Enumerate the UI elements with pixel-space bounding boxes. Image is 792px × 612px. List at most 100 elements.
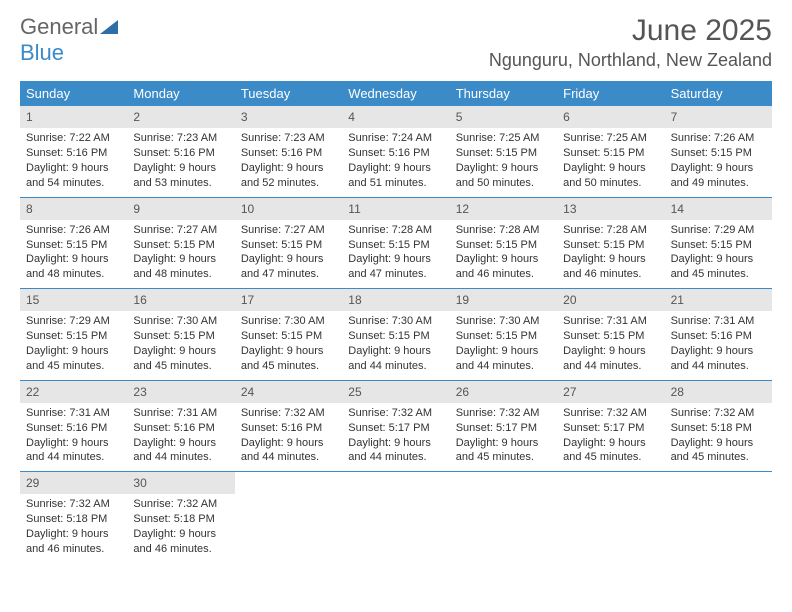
daylight-text: Daylight: 9 hours and 46 minutes. (563, 252, 658, 282)
day-number: 20 (557, 289, 664, 311)
week-row: 22Sunrise: 7:31 AMSunset: 5:16 PMDayligh… (20, 381, 772, 473)
day-cell: 7Sunrise: 7:26 AMSunset: 5:15 PMDaylight… (665, 106, 772, 197)
day-number (665, 472, 772, 478)
daylight-text: Daylight: 9 hours and 44 minutes. (348, 436, 443, 466)
sunrise-text: Sunrise: 7:31 AM (563, 314, 658, 329)
sunrise-text: Sunrise: 7:28 AM (456, 223, 551, 238)
day-number: 3 (235, 106, 342, 128)
sunset-text: Sunset: 5:17 PM (348, 421, 443, 436)
sunset-text: Sunset: 5:17 PM (456, 421, 551, 436)
day-data: Sunrise: 7:30 AMSunset: 5:15 PMDaylight:… (342, 314, 449, 373)
day-data: Sunrise: 7:25 AMSunset: 5:15 PMDaylight:… (557, 131, 664, 190)
sunrise-text: Sunrise: 7:31 AM (26, 406, 121, 421)
day-cell: 10Sunrise: 7:27 AMSunset: 5:15 PMDayligh… (235, 198, 342, 289)
sunset-text: Sunset: 5:15 PM (671, 238, 766, 253)
daylight-text: Daylight: 9 hours and 44 minutes. (563, 344, 658, 374)
day-cell: 11Sunrise: 7:28 AMSunset: 5:15 PMDayligh… (342, 198, 449, 289)
weeks-container: 1 Sunrise: 7:22 AMSunset: 5:16 PMDaylight… (20, 106, 772, 563)
daylight-text: Daylight: 9 hours and 53 minutes. (133, 161, 228, 191)
week-row: 15Sunrise: 7:29 AMSunset: 5:15 PMDayligh… (20, 289, 772, 381)
day-cell: 30Sunrise: 7:32 AMSunset: 5:18 PMDayligh… (127, 472, 234, 563)
day-cell: 15Sunrise: 7:29 AMSunset: 5:15 PMDayligh… (20, 289, 127, 380)
day-data: Sunrise: 7:23 AMSunset: 5:16 PMDaylight:… (235, 131, 342, 190)
day-data: Sunrise: 7:32 AMSunset: 5:17 PMDaylight:… (450, 406, 557, 465)
week-row: 29Sunrise: 7:32 AMSunset: 5:18 PMDayligh… (20, 472, 772, 563)
sunset-text: Sunset: 5:15 PM (456, 238, 551, 253)
weekday-col: Saturday (665, 81, 772, 106)
sunrise-text: Sunrise: 7:29 AM (26, 314, 121, 329)
day-data: Sunrise: 7:32 AMSunset: 5:18 PMDaylight:… (665, 406, 772, 465)
sunset-text: Sunset: 5:15 PM (456, 329, 551, 344)
day-data: Sunrise: 7:24 AMSunset: 5:16 PMDaylight:… (342, 131, 449, 190)
sunset-text: Sunset: 5:16 PM (26, 421, 121, 436)
sunrise-text: Sunrise: 7:27 AM (241, 223, 336, 238)
sunrise-text: Sunrise: 7:30 AM (133, 314, 228, 329)
day-cell: 21Sunrise: 7:31 AMSunset: 5:16 PMDayligh… (665, 289, 772, 380)
sunset-text: Sunset: 5:16 PM (26, 146, 121, 161)
day-cell: 18Sunrise: 7:30 AMSunset: 5:15 PMDayligh… (342, 289, 449, 380)
day-data: Sunrise: 7:22 AMSunset: 5:16 PMDaylight:… (20, 131, 127, 190)
daylight-text: Daylight: 9 hours and 44 minutes. (456, 344, 551, 374)
day-cell: 2Sunrise: 7:23 AMSunset: 5:16 PMDaylight… (127, 106, 234, 197)
daylight-text: Daylight: 9 hours and 45 minutes. (563, 436, 658, 466)
day-number (342, 472, 449, 478)
day-cell: 29Sunrise: 7:32 AMSunset: 5:18 PMDayligh… (20, 472, 127, 563)
day-cell: 3 Sunrise: 7:23 AMSunset: 5:16 PMDaylight… (235, 106, 342, 197)
sunset-text: Sunset: 5:15 PM (563, 238, 658, 253)
day-number: 12 (450, 198, 557, 220)
day-data: Sunrise: 7:32 AMSunset: 5:18 PMDaylight:… (20, 497, 127, 556)
day-number: 30 (127, 472, 234, 494)
sunset-text: Sunset: 5:15 PM (671, 146, 766, 161)
day-cell: 1 Sunrise: 7:22 AMSunset: 5:16 PMDaylight… (20, 106, 127, 197)
sunrise-text: Sunrise: 7:32 AM (26, 497, 121, 512)
sunset-text: Sunset: 5:16 PM (133, 421, 228, 436)
daylight-text: Daylight: 9 hours and 50 minutes. (456, 161, 551, 191)
day-cell: 24Sunrise: 7:32 AMSunset: 5:16 PMDayligh… (235, 381, 342, 472)
daylight-text: Daylight: 9 hours and 46 minutes. (133, 527, 228, 557)
daylight-text: Daylight: 9 hours and 44 minutes. (133, 436, 228, 466)
sunset-text: Sunset: 5:15 PM (241, 329, 336, 344)
sunrise-text: Sunrise: 7:31 AM (133, 406, 228, 421)
day-number: 1 (20, 106, 127, 128)
day-data: Sunrise: 7:23 AMSunset: 5:16 PMDaylight:… (127, 131, 234, 190)
sail-icon (100, 20, 118, 34)
sunrise-text: Sunrise: 7:26 AM (671, 131, 766, 146)
day-cell: 13Sunrise: 7:28 AMSunset: 5:15 PMDayligh… (557, 198, 664, 289)
sunset-text: Sunset: 5:15 PM (133, 238, 228, 253)
day-cell: 27Sunrise: 7:32 AMSunset: 5:17 PMDayligh… (557, 381, 664, 472)
day-number: 9 (127, 198, 234, 220)
day-number (557, 472, 664, 478)
daylight-text: Daylight: 9 hours and 52 minutes. (241, 161, 336, 191)
day-number: 6 (557, 106, 664, 128)
sunrise-text: Sunrise: 7:25 AM (563, 131, 658, 146)
sunrise-text: Sunrise: 7:23 AM (241, 131, 336, 146)
week-row: 8Sunrise: 7:26 AMSunset: 5:15 PMDaylight… (20, 198, 772, 290)
sunset-text: Sunset: 5:16 PM (241, 421, 336, 436)
day-data: Sunrise: 7:28 AMSunset: 5:15 PMDaylight:… (450, 223, 557, 282)
weekday-col: Thursday (450, 81, 557, 106)
sunrise-text: Sunrise: 7:23 AM (133, 131, 228, 146)
day-cell (342, 472, 449, 563)
sunrise-text: Sunrise: 7:28 AM (563, 223, 658, 238)
weekday-col: Tuesday (235, 81, 342, 106)
sunset-text: Sunset: 5:15 PM (26, 329, 121, 344)
day-number: 14 (665, 198, 772, 220)
day-number: 28 (665, 381, 772, 403)
day-number: 7 (665, 106, 772, 128)
daylight-text: Daylight: 9 hours and 45 minutes. (26, 344, 121, 374)
sunset-text: Sunset: 5:15 PM (26, 238, 121, 253)
day-number: 21 (665, 289, 772, 311)
daylight-text: Daylight: 9 hours and 45 minutes. (456, 436, 551, 466)
day-number: 22 (20, 381, 127, 403)
day-number (450, 472, 557, 478)
day-number: 27 (557, 381, 664, 403)
daylight-text: Daylight: 9 hours and 45 minutes. (671, 252, 766, 282)
day-data: Sunrise: 7:29 AMSunset: 5:15 PMDaylight:… (665, 223, 772, 282)
day-data: Sunrise: 7:29 AMSunset: 5:15 PMDaylight:… (20, 314, 127, 373)
day-number: 23 (127, 381, 234, 403)
daylight-text: Daylight: 9 hours and 44 minutes. (671, 344, 766, 374)
day-cell: 14 Sunrise: 7:29 AMSunset: 5:15 PMDayligh… (665, 198, 772, 289)
sunset-text: Sunset: 5:16 PM (348, 146, 443, 161)
daylight-text: Daylight: 9 hours and 48 minutes. (133, 252, 228, 282)
sunrise-text: Sunrise: 7:27 AM (133, 223, 228, 238)
